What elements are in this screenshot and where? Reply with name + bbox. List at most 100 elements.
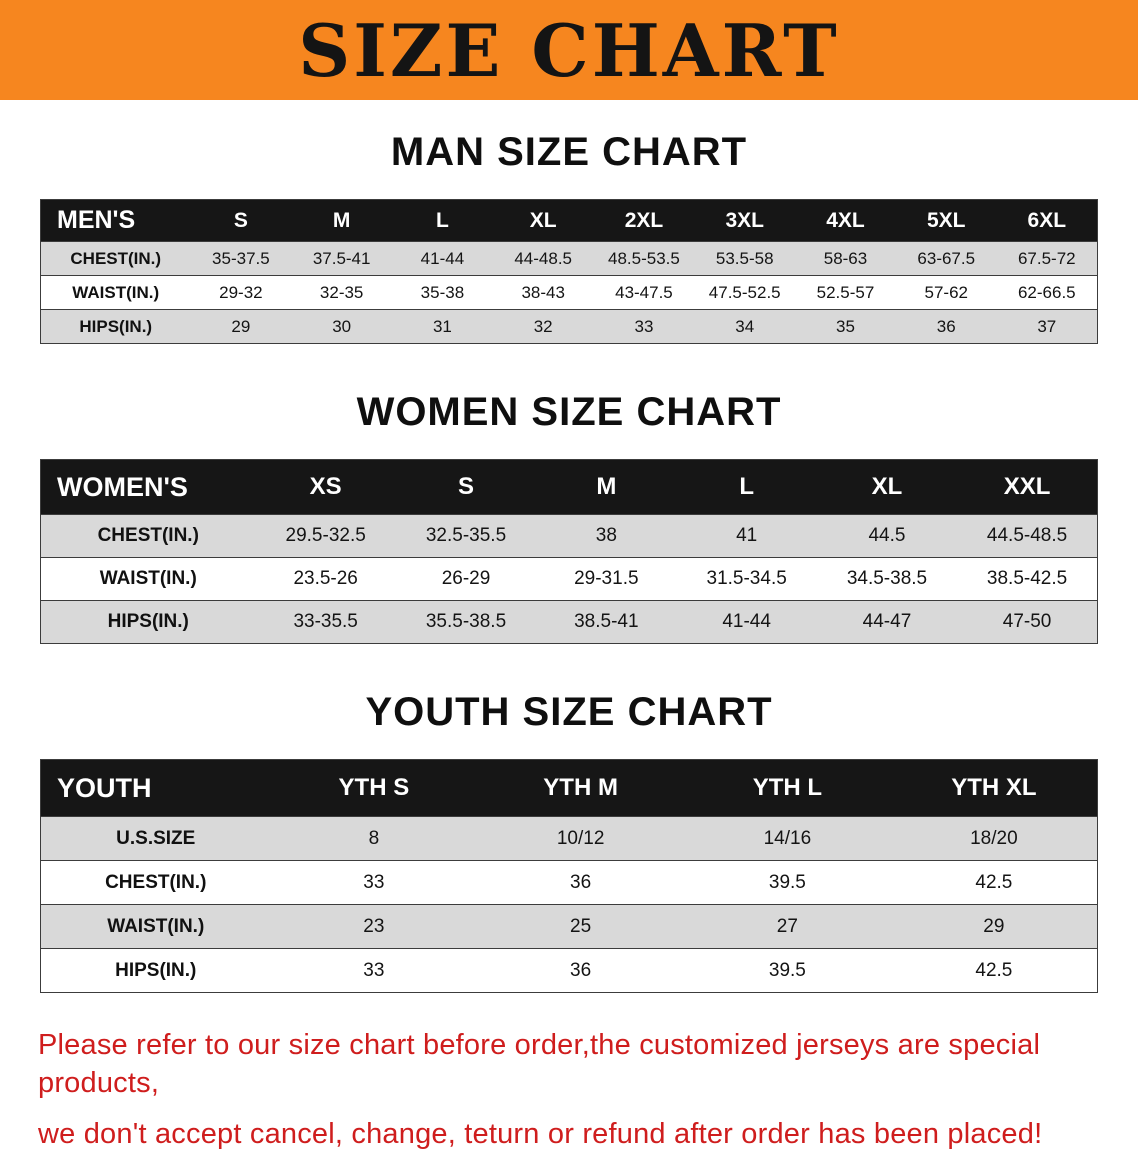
- size-header-cell: 5XL: [895, 199, 997, 242]
- size-header-cell: L: [392, 199, 493, 242]
- size-header-cell: 3XL: [694, 199, 796, 242]
- value-cell: 57-62: [924, 282, 968, 302]
- value-cell: 41-44: [420, 248, 465, 268]
- women-section-heading: WOMEN SIZE CHART: [356, 390, 782, 434]
- size-header-cell: YTH S: [270, 759, 478, 817]
- value-cell: 47.5-52.5: [708, 282, 781, 302]
- value-cell: 42.5: [975, 871, 1013, 893]
- value-cell: 58-63: [823, 248, 868, 268]
- row-label: WAIST(IN.): [107, 915, 205, 937]
- row-label: CHEST(IN.): [105, 871, 207, 893]
- value-cell: 18/20: [970, 827, 1018, 849]
- size-header-cell: YTH XL: [890, 759, 1098, 817]
- table-row: HIPS(IN.) 33 36 39.5 42.5: [40, 948, 1098, 993]
- value-cell: 38.5-41: [574, 611, 639, 632]
- value-cell: 36: [936, 316, 956, 336]
- value-cell: 48.5-53.5: [608, 248, 680, 268]
- table-row: CHEST(IN.) 35-37.5 37.5-41 41-44 44-48.5 48.5…: [40, 241, 1098, 276]
- value-cell: 27: [776, 915, 798, 937]
- value-cell: 52.5-57: [816, 282, 875, 302]
- value-cell: 39.5: [768, 871, 806, 893]
- size-header-cell: S: [190, 199, 292, 242]
- value-cell: 47-50: [1002, 611, 1052, 632]
- youth-size-table: YOUTH YTH S YTH M YTH L YTH XL U.S.SIZE 8 10/12…: [40, 759, 1098, 993]
- youth-section-heading: YOUTH SIZE CHART: [365, 690, 773, 734]
- table-row: HIPS(IN.) 29 30 31 32 33 34 35 36 37: [40, 309, 1098, 344]
- value-cell: 41: [736, 525, 758, 546]
- value-cell: 44.5: [868, 525, 906, 546]
- size-header-cell: XS: [255, 459, 396, 515]
- value-cell: 43-47.5: [615, 282, 673, 302]
- value-cell: 8: [368, 827, 380, 849]
- table-row: U.S.SIZE 8 10/12 14/16 18/20: [40, 816, 1098, 861]
- row-label: HIPS(IN.): [107, 611, 189, 632]
- table-row: CHEST(IN.) 29.5-32.5 32.5-35.5 38 41 44.5 44.5…: [40, 514, 1098, 558]
- value-cell: 29: [231, 316, 251, 336]
- men-section-heading: MAN SIZE CHART: [390, 130, 748, 174]
- value-cell: 32.5-35.5: [425, 525, 507, 546]
- table-row: HIPS(IN.) 33-35.5 35.5-38.5 38.5-41 41-44 44-…: [40, 600, 1098, 644]
- disclaimer: Please refer to our size chart before or…: [0, 1027, 1138, 1154]
- size-header-cell: XL: [492, 199, 594, 242]
- value-cell: 31.5-34.5: [706, 568, 787, 589]
- value-cell: 33: [634, 316, 654, 336]
- row-label: HIPS(IN.): [79, 316, 153, 336]
- value-cell: 35: [836, 316, 855, 336]
- value-cell: 34.5-38.5: [846, 568, 928, 589]
- table-row: WAIST(IN.) 23 25 27 29: [40, 904, 1098, 949]
- size-chart-content: MAN SIZE CHART MEN'S S M L XL 2XL 3XL 4XL 5XL 6XL…: [0, 130, 1138, 1154]
- value-cell: 35-37.5: [212, 248, 270, 268]
- value-cell: 44.5-48.5: [986, 525, 1068, 546]
- size-header-cell: 2XL: [593, 199, 695, 242]
- value-cell: 42.5: [975, 959, 1013, 981]
- size-header-cell: YTH L: [684, 759, 891, 817]
- size-header-cell: M: [291, 199, 393, 242]
- value-cell: 44-48.5: [514, 248, 573, 268]
- value-cell: 36: [570, 871, 592, 893]
- table-header-row: MEN'S S M L XL 2XL 3XL 4XL 5XL 6XL: [40, 199, 1098, 242]
- row-label: WAIST(IN.): [99, 568, 197, 589]
- banner: SIZE CHART: [0, 0, 1138, 100]
- table-row: CHEST(IN.) 33 36 39.5 42.5: [40, 860, 1098, 905]
- value-cell: 33: [363, 959, 385, 981]
- value-cell: 29: [983, 915, 1005, 937]
- value-cell: 39.5: [768, 959, 806, 981]
- size-header-cell: L: [676, 459, 817, 515]
- table-header-row: YOUTH YTH S YTH M YTH L YTH XL: [40, 759, 1098, 817]
- table-title-cell: WOMEN'S: [40, 459, 256, 515]
- size-header-cell: S: [395, 459, 537, 515]
- row-label: HIPS(IN.): [115, 959, 197, 981]
- value-cell: 36: [570, 959, 592, 981]
- value-cell: 67.5-72: [1017, 248, 1076, 268]
- value-cell: 14/16: [763, 827, 812, 849]
- page-title: SIZE CHART: [298, 7, 840, 93]
- value-cell: 53.5-58: [715, 248, 774, 268]
- value-cell: 23: [363, 915, 385, 937]
- value-cell: 33-35.5: [293, 611, 358, 632]
- value-cell: 44-47: [862, 611, 912, 632]
- value-cell: 30: [332, 316, 352, 336]
- value-cell: 35-38: [420, 282, 465, 302]
- row-label: WAIST(IN.): [72, 282, 160, 302]
- value-cell: 33: [363, 871, 385, 893]
- value-cell: 38.5-42.5: [986, 568, 1068, 589]
- value-cell: 26-29: [441, 568, 491, 589]
- men-size-table: MEN'S S M L XL 2XL 3XL 4XL 5XL 6XL CHEST(IN.) 35-37…: [40, 199, 1098, 344]
- value-cell: 32-35: [319, 282, 364, 302]
- size-header-cell: M: [536, 459, 677, 515]
- disclaimer-line-1: Please refer to our size chart before or…: [38, 1029, 1041, 1099]
- value-cell: 23.5-26: [293, 568, 358, 589]
- men-section: MAN SIZE CHART MEN'S S M L XL 2XL 3XL 4XL 5XL 6XL…: [0, 130, 1138, 344]
- disclaimer-line-2: we don't accept cancel, change, teturn o…: [38, 1118, 1043, 1151]
- size-header-cell: 4XL: [795, 199, 896, 242]
- value-cell: 38-43: [521, 282, 565, 302]
- youth-section: YOUTH SIZE CHART YOUTH YTH S YTH M YTH L YTH…: [0, 690, 1138, 993]
- size-header-cell: 6XL: [996, 199, 1098, 242]
- table-title-cell: MEN'S: [40, 199, 191, 242]
- value-cell: 29-32: [219, 282, 263, 302]
- size-header-cell: XXL: [957, 459, 1098, 515]
- value-cell: 31: [432, 316, 452, 336]
- table-title-cell: YOUTH: [40, 759, 271, 817]
- value-cell: 37.5-41: [312, 248, 371, 268]
- value-cell: 35.5-38.5: [425, 611, 507, 632]
